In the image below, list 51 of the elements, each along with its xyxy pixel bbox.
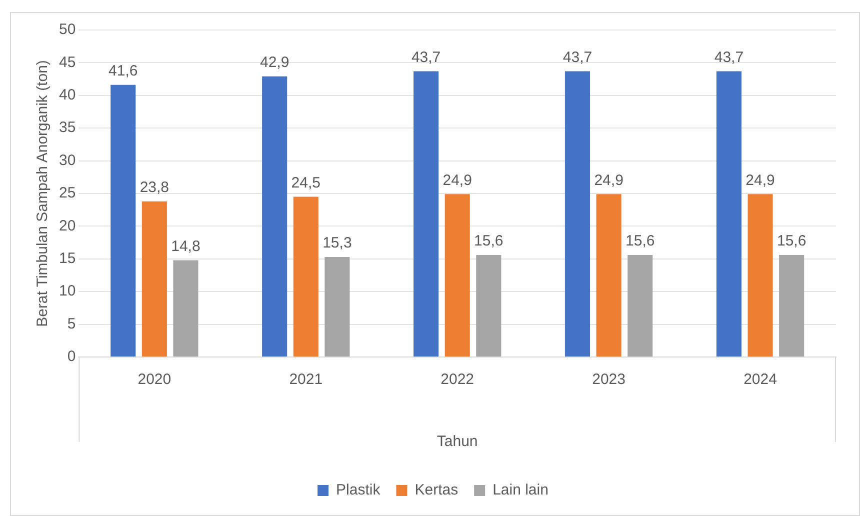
y-tick-label: 50	[58, 21, 76, 38]
y-tick-label: 25	[58, 184, 76, 202]
y-tick-label: 45	[58, 54, 76, 71]
bar	[716, 71, 742, 356]
y-tick-label: 10	[58, 282, 76, 300]
data-label: 14,8	[171, 238, 200, 255]
bar	[110, 84, 136, 356]
y-tick-label: 40	[58, 86, 76, 104]
data-label: 23,8	[140, 178, 170, 196]
bar	[173, 260, 198, 356]
bar	[414, 71, 439, 356]
data-label: 15,3	[322, 234, 352, 252]
legend-label: Plastik	[336, 482, 381, 499]
bar	[748, 194, 773, 356]
data-label: 41,6	[108, 62, 138, 80]
y-tick-label: 35	[58, 119, 76, 136]
legend-label: Lain lain	[492, 482, 548, 499]
data-label: 43,7	[562, 48, 592, 66]
x-tick-label: 2020	[138, 371, 172, 388]
x-tick-label: 2024	[744, 371, 777, 388]
data-label: 24,5	[291, 174, 320, 192]
x-tick-label: 2021	[289, 371, 323, 388]
bar	[324, 256, 350, 356]
data-label: 15,6	[474, 232, 504, 250]
data-label: 24,9	[442, 172, 472, 189]
bar	[476, 254, 502, 356]
data-label: 42,9	[260, 54, 290, 72]
y-tick-label: 0	[67, 348, 76, 366]
legend-label: Kertas	[414, 482, 458, 499]
data-label: 15,6	[626, 232, 655, 250]
x-tick-label: 2022	[440, 371, 474, 388]
data-label: 43,7	[411, 48, 441, 66]
data-label: 24,9	[594, 172, 624, 189]
bar	[262, 76, 288, 356]
y-tick-label: 30	[58, 152, 76, 169]
y-tick-label: 5	[67, 315, 76, 332]
x-tick-label: 2023	[592, 371, 626, 388]
data-label: 24,9	[746, 172, 775, 189]
y-tick-label: 20	[58, 217, 76, 234]
data-label: 43,7	[714, 48, 744, 66]
x-axis-title: Tahun	[436, 433, 478, 450]
bar	[564, 71, 590, 356]
data-label: 15,6	[776, 232, 806, 250]
bar	[444, 194, 470, 356]
bar	[628, 254, 653, 356]
bar	[779, 254, 804, 356]
bar	[293, 196, 318, 356]
y-axis-title: Berat Timbulan Sampah Anorganik (ton)	[34, 60, 52, 327]
bar	[596, 194, 622, 356]
y-tick-label: 15	[58, 250, 76, 268]
bar	[142, 201, 167, 356]
